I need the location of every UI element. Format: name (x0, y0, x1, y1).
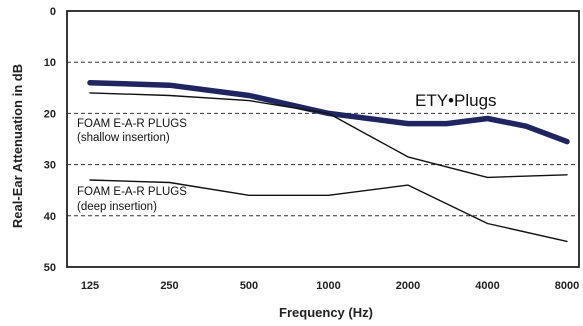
y-tick-label: 40 (44, 211, 56, 223)
y-tick-labels: 0 10 20 30 40 50 (44, 6, 56, 274)
y-axis-title: Real-Ear Attenuation in dB (10, 64, 25, 228)
y-tick-label: 20 (44, 108, 56, 120)
series-layer (87, 79, 570, 243)
series-line-foam-shallow (89, 92, 568, 179)
shallow-label-line2: (shallow insertion) (77, 132, 170, 144)
y-tick-label: 0 (50, 6, 56, 18)
deep-label-line1: FOAM E-A-R PLUGS (77, 186, 187, 198)
x-tick-label: 8000 (555, 280, 579, 292)
plot-frame (66, 10, 580, 268)
x-tick-label: 4000 (475, 280, 499, 292)
series-line-ety-plugs (87, 79, 570, 145)
shallow-label-line1: FOAM E-A-R PLUGS (77, 118, 187, 130)
x-tick-label: 250 (160, 280, 178, 292)
x-tick-label: 2000 (396, 280, 420, 292)
x-tick-label: 500 (240, 280, 258, 292)
y-tick-label: 30 (44, 160, 56, 172)
x-tick-label: 1000 (316, 280, 340, 292)
x-tick-labels: 125 250 500 1000 2000 4000 8000 (81, 280, 579, 292)
y-tick-label: 50 (44, 262, 56, 274)
x-axis-title: Frequency (Hz) (279, 305, 373, 320)
x-tick-label: 125 (81, 280, 99, 292)
y-tick-label: 10 (44, 57, 56, 69)
series-line-foam-deep (89, 179, 568, 243)
ety-plugs-label: ETY•Plugs (415, 91, 497, 110)
deep-label-line2: (deep insertion) (77, 201, 157, 213)
